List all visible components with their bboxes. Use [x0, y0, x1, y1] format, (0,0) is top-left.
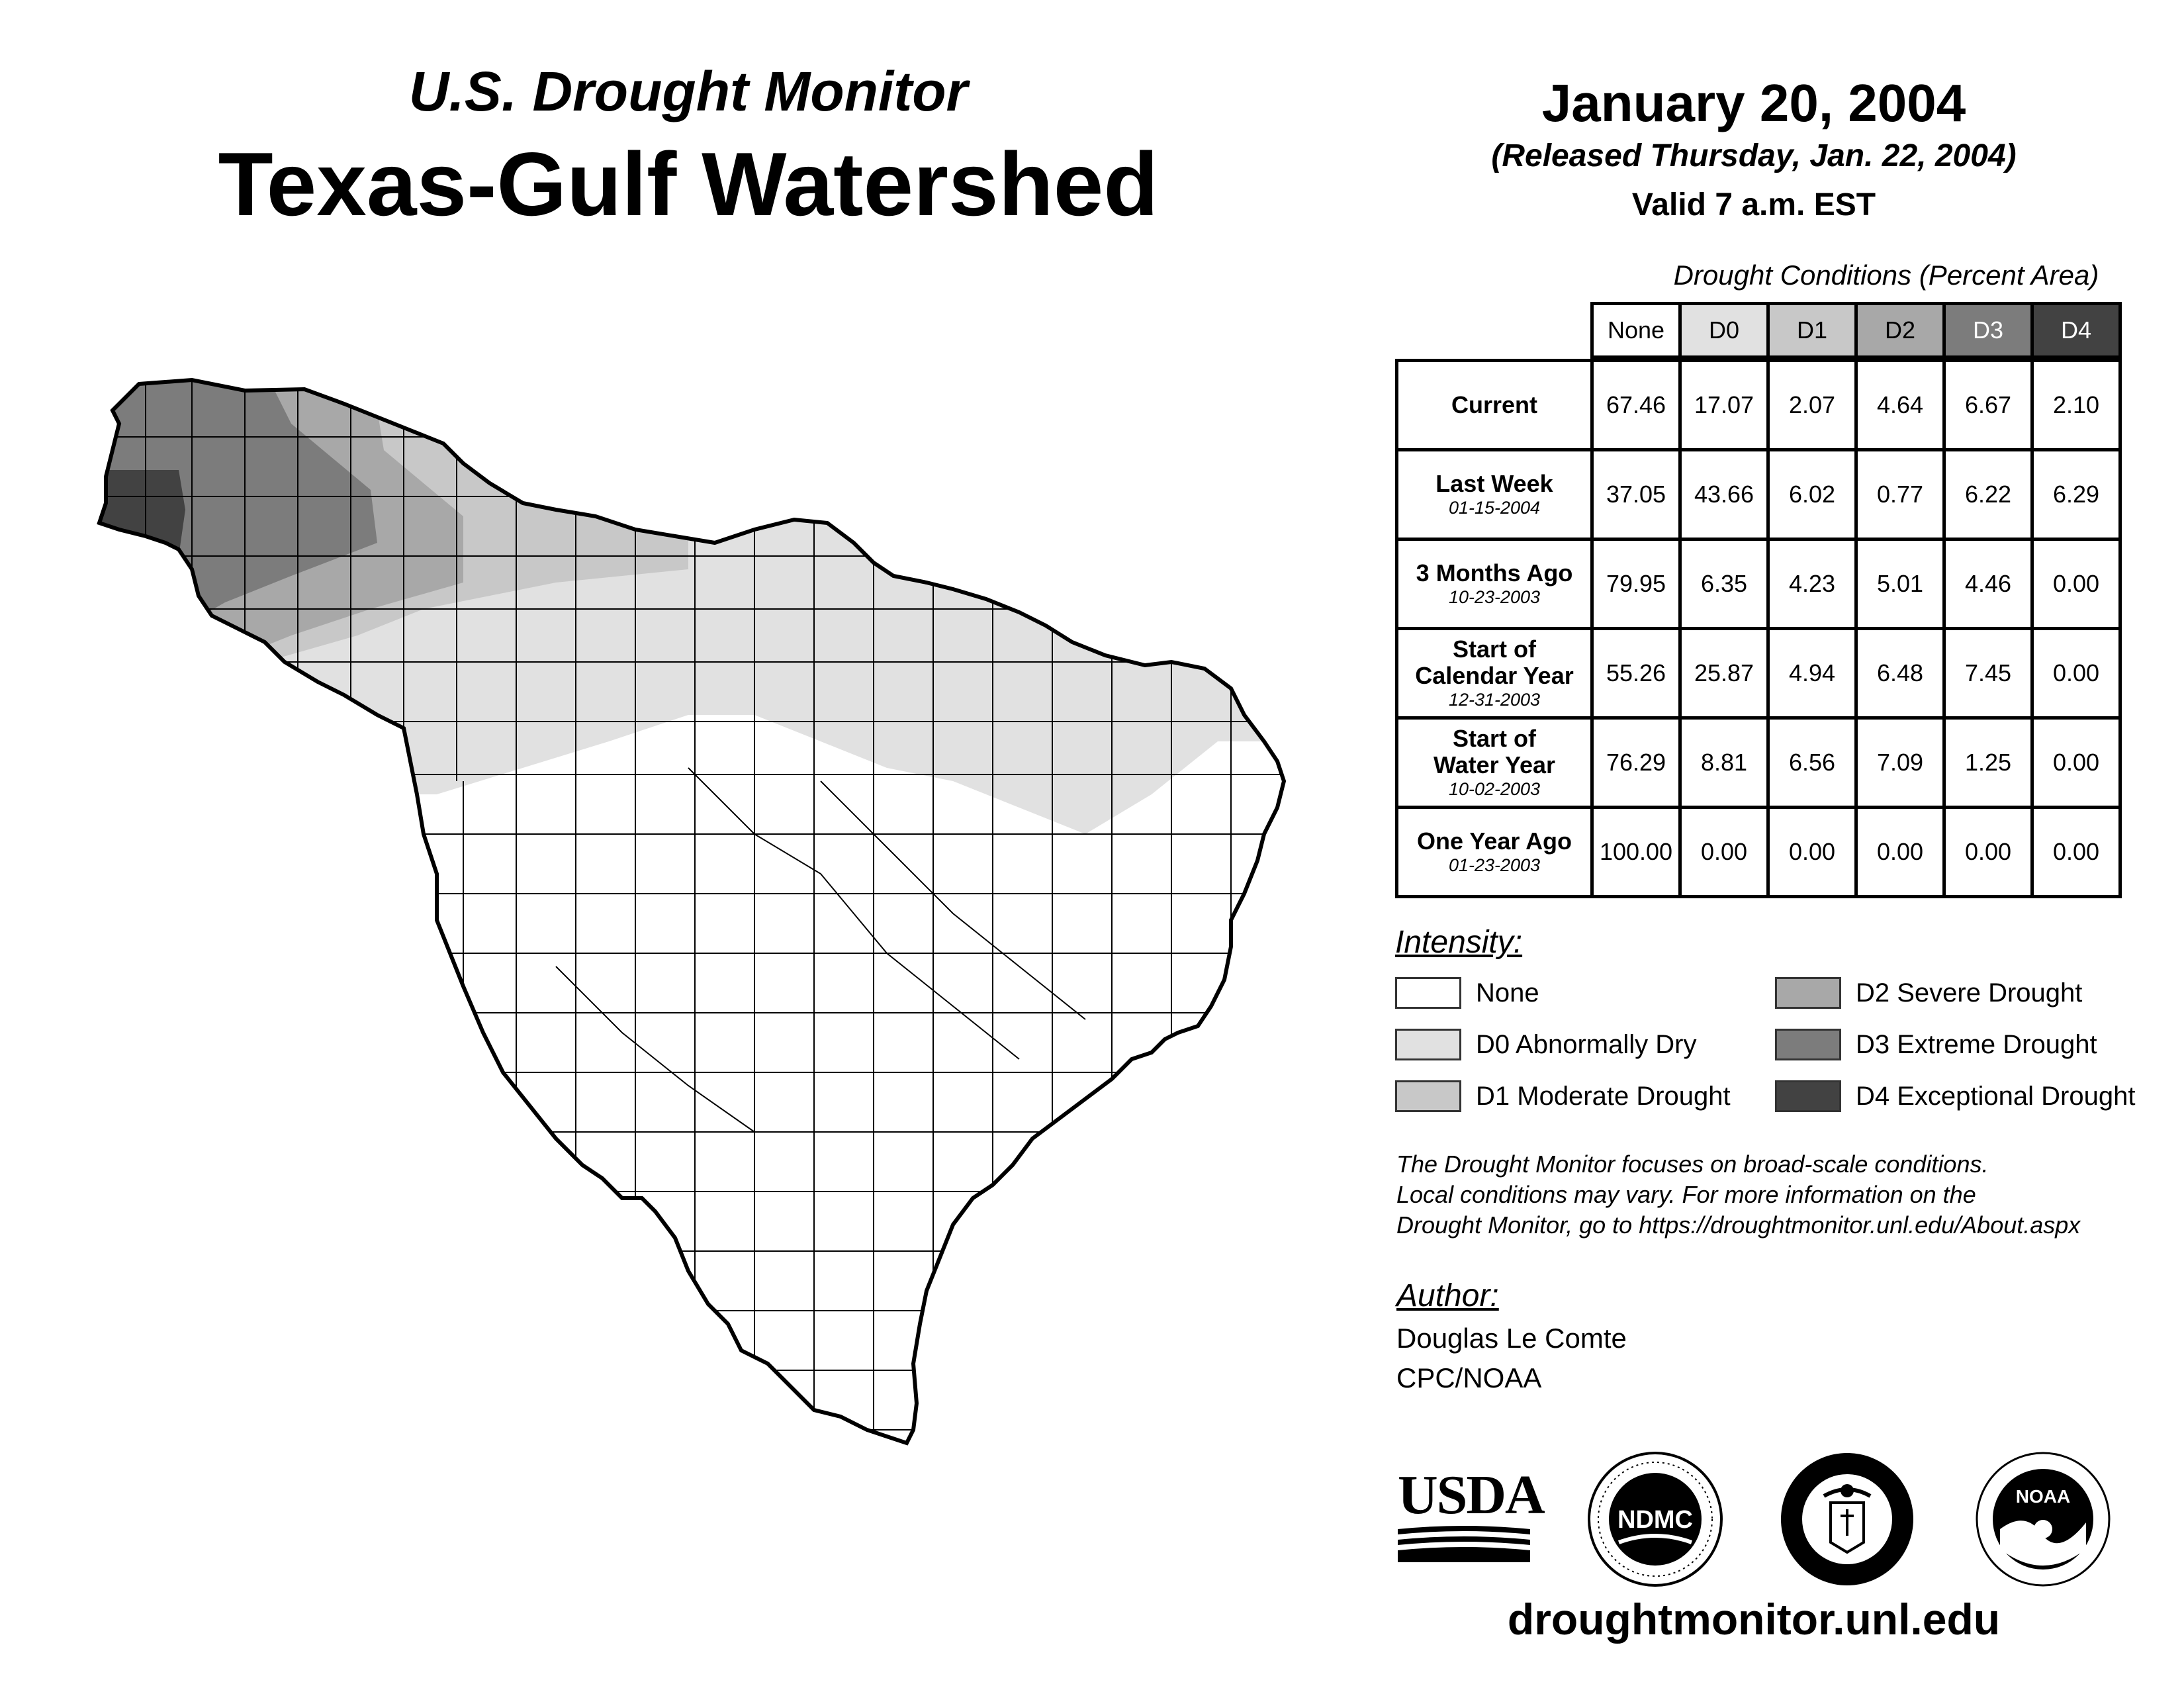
table-row-start-calendar-year: Start of Calendar Year 12-31-2003 55.26 25…	[1395, 627, 2122, 720]
table-row-current: Current 67.46 17.07 2.07 4.64 6.67 2.10	[1395, 359, 2122, 451]
legend-label: D2 Severe Drought	[1856, 978, 2083, 1008]
disclaimer-note: The Drought Monitor focuses on broad-sca…	[1396, 1149, 2164, 1241]
valid-time: Valid 7 a.m. EST	[1631, 187, 1876, 222]
cell-cal-d2: 6.48	[1854, 627, 1946, 720]
ndmc-logo: NDMC	[1586, 1450, 1725, 1589]
row-label-3-months-ago: 3 Months Ago 10-23-2003	[1395, 538, 1594, 630]
map-date: January 20, 2004	[1541, 73, 1966, 132]
author-org: CPC/NOAA	[1396, 1362, 1542, 1393]
cell-year-d4: 0.00	[2030, 806, 2122, 898]
author-name: Douglas Le Comte	[1396, 1323, 1627, 1354]
cell-current-d0: 17.07	[1678, 359, 1770, 451]
legend-item-d3: D3 Extreme Drought	[1775, 1029, 2097, 1060]
website-url: droughtmonitor.unl.edu	[1507, 1595, 2001, 1644]
cell-water-d4: 0.00	[2030, 716, 2122, 809]
drought-conditions-table: None D0 D1 D2 D3 D4 Current 67.46 17.07 …	[1395, 302, 2122, 898]
noaa-logo: NOAA	[1974, 1450, 2113, 1589]
cell-3mo-none: 79.95	[1590, 538, 1682, 630]
table-header-row: None D0 D1 D2 D3 D4	[1397, 302, 2122, 359]
legend-item-d2: D2 Severe Drought	[1775, 977, 2082, 1009]
cell-last-week-d2: 0.77	[1854, 448, 1946, 541]
cell-current-d2: 4.64	[1854, 359, 1946, 451]
cell-year-d3: 0.00	[1942, 806, 2034, 898]
table-caption: Drought Conditions (Percent Area)	[1673, 259, 2099, 291]
col-header-d3: D3	[1942, 302, 2034, 359]
doc-seal-logo	[1778, 1450, 1917, 1589]
cell-cal-none: 55.26	[1590, 627, 1682, 720]
legend-item-none: None	[1395, 977, 1539, 1009]
col-header-d4: D4	[2030, 302, 2122, 359]
row-label-last-week: Last Week 01-15-2004	[1395, 448, 1594, 541]
table-row-3-months-ago: 3 Months Ago 10-23-2003 79.95 6.35 4.23 5…	[1395, 538, 2122, 630]
map-title: Texas-Gulf Watershed	[218, 134, 1159, 234]
cell-year-d1: 0.00	[1766, 806, 1858, 898]
swatch-d4	[1775, 1080, 1841, 1112]
table-corner	[1397, 304, 1592, 357]
map-subtitle: U.S. Drought Monitor	[408, 60, 968, 122]
legend-label: D4 Exceptional Drought	[1856, 1081, 2136, 1111]
cell-last-week-d3: 6.22	[1942, 448, 2034, 541]
svg-text:NOAA: NOAA	[2016, 1486, 2070, 1507]
cell-water-none: 76.29	[1590, 716, 1682, 809]
svg-text:NDMC: NDMC	[1617, 1506, 1693, 1534]
cell-last-week-d0: 43.66	[1678, 448, 1770, 541]
release-date: (Released Thursday, Jan. 22, 2004)	[1491, 138, 2017, 173]
legend-label: D0 Abnormally Dry	[1476, 1029, 1697, 1059]
cell-cal-d3: 7.45	[1942, 627, 2034, 720]
row-label-start-water-year: Start of Water Year 10-02-2003	[1395, 716, 1594, 809]
note-line: Drought Monitor, go to https://droughtmo…	[1396, 1211, 2081, 1239]
legend-heading: Intensity:	[1395, 925, 1523, 960]
watershed-map	[97, 377, 1287, 1446]
col-header-none: None	[1590, 302, 1682, 359]
swatch-none	[1395, 977, 1461, 1009]
cell-3mo-d2: 5.01	[1854, 538, 1946, 630]
swatch-d1	[1395, 1080, 1461, 1112]
cell-last-week-none: 37.05	[1590, 448, 1682, 541]
cell-3mo-d4: 0.00	[2030, 538, 2122, 630]
row-label-start-calendar-year: Start of Calendar Year 12-31-2003	[1395, 627, 1594, 720]
cell-3mo-d0: 6.35	[1678, 538, 1770, 630]
cell-3mo-d1: 4.23	[1766, 538, 1858, 630]
swatch-d3	[1775, 1029, 1841, 1060]
cell-last-week-d1: 6.02	[1766, 448, 1858, 541]
cell-water-d0: 8.81	[1678, 716, 1770, 809]
table-row-one-year-ago: One Year Ago 01-23-2003 100.00 0.00 0.00 …	[1395, 806, 2122, 898]
legend-item-d0: D0 Abnormally Dry	[1395, 1029, 1696, 1060]
cell-year-none: 100.00	[1590, 806, 1682, 898]
legend-item-d1: D1 Moderate Drought	[1395, 1080, 1731, 1112]
col-header-d2: D2	[1854, 302, 1946, 359]
cell-year-d2: 0.00	[1854, 806, 1946, 898]
swatch-d0	[1395, 1029, 1461, 1060]
legend-label: D1 Moderate Drought	[1476, 1081, 1731, 1111]
legend-item-d4: D4 Exceptional Drought	[1775, 1080, 2135, 1112]
cell-last-week-d4: 6.29	[2030, 448, 2122, 541]
cell-3mo-d3: 4.46	[1942, 538, 2034, 630]
cell-water-d1: 6.56	[1766, 716, 1858, 809]
col-header-d0: D0	[1678, 302, 1770, 359]
table-row-start-water-year: Start of Water Year 10-02-2003 76.29 8.81 …	[1395, 716, 2122, 809]
legend-label: None	[1476, 978, 1539, 1008]
legend-label: D3 Extreme Drought	[1856, 1029, 2097, 1059]
table-row-last-week: Last Week 01-15-2004 37.05 43.66 6.02 0.7…	[1395, 448, 2122, 541]
row-label-current: Current	[1395, 359, 1594, 451]
swatch-d2	[1775, 977, 1841, 1009]
cell-current-d3: 6.67	[1942, 359, 2034, 451]
cell-cal-d1: 4.94	[1766, 627, 1858, 720]
cell-water-d2: 7.09	[1854, 716, 1946, 809]
watershed-outline	[97, 377, 1287, 1446]
cell-year-d0: 0.00	[1678, 806, 1770, 898]
note-line: Local conditions may vary. For more info…	[1396, 1181, 1976, 1208]
col-header-d1: D1	[1766, 302, 1858, 359]
cell-cal-d0: 25.87	[1678, 627, 1770, 720]
cell-cal-d4: 0.00	[2030, 627, 2122, 720]
usda-logo: USDA	[1398, 1463, 1545, 1562]
cell-water-d3: 1.25	[1942, 716, 2034, 809]
row-label-one-year-ago: One Year Ago 01-23-2003	[1395, 806, 1594, 898]
cell-current-none: 67.46	[1590, 359, 1682, 451]
author-heading: Author:	[1396, 1278, 1499, 1313]
cell-current-d1: 2.07	[1766, 359, 1858, 451]
cell-current-d4: 2.10	[2030, 359, 2122, 451]
note-line: The Drought Monitor focuses on broad-sca…	[1396, 1150, 1989, 1178]
